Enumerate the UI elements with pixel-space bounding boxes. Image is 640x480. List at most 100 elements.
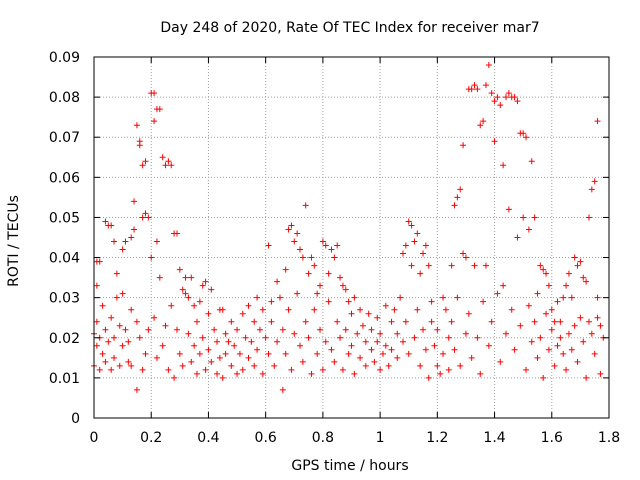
data-point <box>474 334 481 341</box>
data-point <box>145 326 152 333</box>
data-point <box>465 310 472 317</box>
data-point <box>248 338 255 345</box>
data-point <box>125 358 132 365</box>
data-point <box>491 138 498 145</box>
data-point <box>96 366 103 373</box>
data-point <box>99 350 106 357</box>
data-point <box>505 90 512 97</box>
data-point <box>119 290 126 297</box>
y-tick-label: 0.03 <box>49 291 80 307</box>
data-point <box>485 62 492 69</box>
x-tick-label: 0.6 <box>255 430 277 446</box>
data-point <box>503 330 509 337</box>
data-point <box>196 350 203 357</box>
data-point <box>557 334 564 341</box>
data-point <box>422 346 429 353</box>
data-point <box>139 214 146 221</box>
data-point <box>531 214 538 221</box>
data-point <box>428 298 435 305</box>
data-point <box>525 226 532 233</box>
data-point <box>594 294 601 301</box>
data-point <box>425 262 432 269</box>
data-point <box>116 322 123 329</box>
data-point <box>454 294 461 301</box>
data-point <box>259 306 266 313</box>
data-point <box>96 258 103 265</box>
data-point <box>554 298 561 305</box>
data-point <box>202 278 209 285</box>
data-point <box>440 294 447 301</box>
data-point <box>308 370 315 377</box>
data-point <box>480 298 487 305</box>
data-point <box>239 310 246 317</box>
x-tick-label: 1.2 <box>426 430 448 446</box>
data-point <box>377 330 384 337</box>
y-tick-labels: 0 0.01 0.02 0.03 0.04 0.05 0.06 0.07 0.08 0.09 <box>49 50 80 427</box>
data-point <box>282 266 289 273</box>
data-point <box>408 222 415 229</box>
data-point <box>191 302 198 309</box>
data-point <box>314 290 321 297</box>
data-point <box>168 302 175 309</box>
data-point <box>362 362 369 369</box>
y-tick-label: 0.08 <box>49 90 80 106</box>
data-point <box>348 310 355 317</box>
data-point <box>523 134 530 141</box>
data-point <box>317 282 324 289</box>
data-point <box>417 270 424 277</box>
data-point <box>420 250 427 257</box>
x-tick-label: 1.4 <box>483 430 505 446</box>
y-tick-label: 0.09 <box>49 50 80 66</box>
data-point <box>131 198 138 205</box>
data-point <box>279 386 286 393</box>
data-point <box>491 98 498 105</box>
data-point <box>148 254 155 261</box>
y-tick-label: 0.02 <box>49 331 80 347</box>
data-point <box>199 334 206 341</box>
data-point <box>234 370 241 377</box>
data-point <box>317 326 324 333</box>
data-points <box>91 62 607 393</box>
data-point <box>159 154 166 161</box>
data-point <box>523 366 530 373</box>
data-point <box>497 358 504 365</box>
data-point <box>305 334 312 341</box>
data-point <box>319 366 326 373</box>
x-tick-label: 1.6 <box>541 430 563 446</box>
data-point <box>288 222 295 229</box>
data-point <box>494 290 501 297</box>
data-point <box>211 326 218 333</box>
data-point <box>162 322 169 329</box>
data-point <box>208 286 215 293</box>
data-point <box>234 326 241 333</box>
data-point <box>591 350 598 357</box>
data-point <box>136 138 143 145</box>
data-point <box>457 186 464 193</box>
data-point <box>400 250 406 257</box>
x-tick-label: 0 <box>90 430 99 446</box>
data-point <box>382 342 389 349</box>
data-point <box>165 158 172 165</box>
data-point <box>468 354 475 361</box>
data-point <box>102 326 109 333</box>
data-point <box>122 238 129 245</box>
data-point <box>159 342 166 349</box>
data-point <box>468 86 475 93</box>
data-point <box>357 354 364 361</box>
data-point <box>417 362 424 369</box>
data-point <box>331 358 338 365</box>
data-point <box>563 282 570 289</box>
data-point <box>354 330 361 337</box>
data-point <box>440 350 447 357</box>
data-point <box>594 118 601 125</box>
data-point <box>548 326 555 333</box>
data-point <box>563 366 570 373</box>
data-point <box>382 302 389 309</box>
data-point <box>242 334 249 341</box>
data-point <box>505 206 512 213</box>
data-point <box>442 306 449 313</box>
data-point <box>482 82 489 89</box>
data-point <box>362 338 369 345</box>
data-point <box>531 318 538 325</box>
data-point <box>302 202 309 209</box>
